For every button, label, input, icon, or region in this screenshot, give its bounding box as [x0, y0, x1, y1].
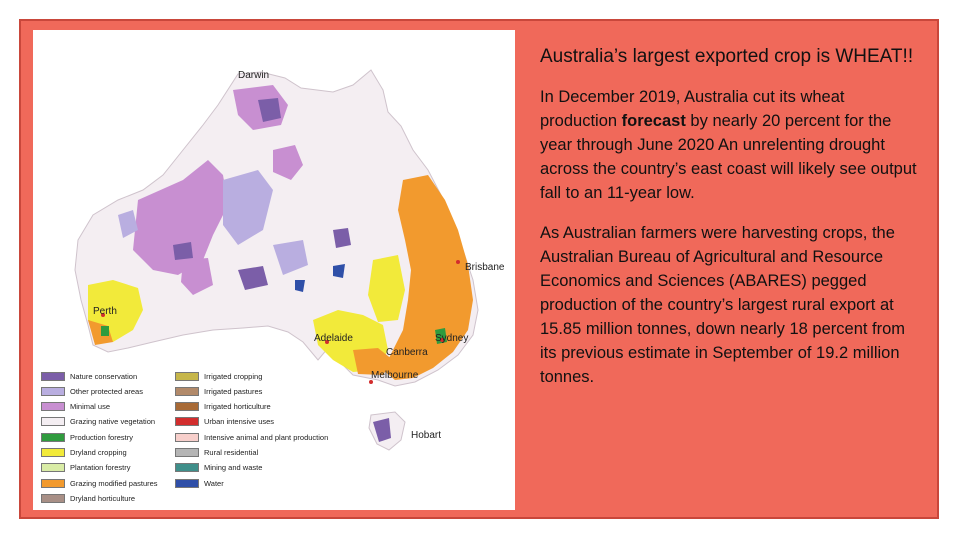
legend-label: Minimal use: [70, 402, 111, 412]
legend-label: Dryland horticulture: [70, 493, 136, 503]
legend-item: Other protected areas: [41, 385, 143, 397]
legend-label: Urban intensive uses: [204, 417, 275, 427]
legend-label: Water: [204, 478, 224, 488]
paragraph-abares: As Australian farmers were harvesting cr…: [540, 224, 906, 386]
legend-label: Irrigated horticulture: [204, 402, 271, 412]
legend-label: Production forestry: [70, 432, 133, 442]
legend-item: Mining and waste: [175, 462, 262, 474]
city-label-sydney: Sydney: [435, 333, 469, 344]
slide-heading: Australia’s largest exported crop is WHE…: [540, 46, 914, 67]
city-label-darwin: Darwin: [238, 70, 270, 81]
legend-swatch: [41, 371, 65, 381]
legend-label: Nature conservation: [70, 371, 138, 381]
text-column: Australia’s largest exported crop is WHE…: [540, 44, 925, 405]
legend-label: Rural residential: [204, 448, 259, 457]
legend-swatch: [175, 448, 199, 457]
legend-label: Irrigated pastures: [204, 386, 263, 396]
legend-label: Dryland cropping: [70, 448, 127, 457]
legend-label: Irrigated cropping: [204, 371, 263, 381]
legend-swatch: [41, 463, 65, 473]
legend-item: Irrigated horticulture: [175, 401, 271, 413]
city-label-brisbane: Brisbane: [465, 262, 505, 273]
city-label-hobart: Hobart: [411, 430, 442, 441]
city-label-melbourne: Melbourne: [371, 370, 419, 381]
legend-item: Minimal use: [41, 401, 110, 413]
legend-swatch: [175, 402, 199, 412]
legend-item: Grazing native vegetation: [41, 416, 155, 428]
legend-label: Grazing modified pastures: [70, 478, 158, 488]
australia-map-graphic: [74, 69, 479, 451]
legend-label: Plantation forestry: [70, 463, 131, 473]
legend-swatch: [41, 417, 65, 427]
legend-item: Nature conservation: [41, 370, 137, 382]
legend-swatch: [175, 478, 199, 488]
legend-item: Plantation forestry: [41, 462, 130, 474]
legend-label: Other protected areas: [70, 386, 143, 396]
legend-swatch: [175, 463, 199, 473]
legend-swatch: [175, 432, 199, 442]
legend-item: Intensive animal and plant production: [175, 431, 328, 443]
legend-item: Grazing modified pastures: [41, 477, 158, 489]
land-use-map: Darwin Brisbane Perth Adelaide Sydney Ca…: [33, 30, 515, 510]
legend-swatch: [41, 493, 65, 503]
legend-swatch: [41, 478, 65, 488]
city-label-adelaide: Adelaide: [314, 333, 353, 344]
legend-swatch: [175, 386, 199, 396]
legend-swatch: [41, 386, 65, 396]
legend-item: Irrigated cropping: [175, 370, 262, 382]
paragraph-forecast: In December 2019, Australia cut its whea…: [540, 85, 925, 205]
legend-item: Urban intensive uses: [175, 416, 274, 428]
legend-label: Intensive animal and plant production: [204, 432, 329, 442]
forecast-bold-word: forecast: [621, 112, 686, 130]
legend-swatch: [175, 371, 199, 381]
legend-swatch: [41, 448, 65, 457]
legend-item: Water: [175, 477, 224, 489]
city-label-canberra: Canberra: [386, 347, 428, 358]
city-label-perth: Perth: [93, 306, 117, 317]
map-legend: Nature conservation Other protected areas…: [41, 370, 361, 508]
paragraph-forecast-start: In December 2019, Australia cut its whea…: [540, 88, 845, 130]
legend-item: Dryland horticulture: [41, 492, 135, 504]
legend-item: Production forestry: [41, 431, 133, 443]
legend-swatch: [41, 432, 65, 442]
legend-swatch: [175, 417, 199, 427]
legend-label: Mining and waste: [204, 463, 263, 473]
legend-swatch: [41, 402, 65, 412]
legend-item: Irrigated pastures: [175, 385, 262, 397]
legend-label: Grazing native vegetation: [70, 417, 156, 427]
legend-item: Rural residential: [175, 447, 258, 459]
paragraph-forecast-end: by nearly 20 percent for the year throug…: [540, 112, 917, 202]
legend-item: Dryland cropping: [41, 447, 127, 459]
